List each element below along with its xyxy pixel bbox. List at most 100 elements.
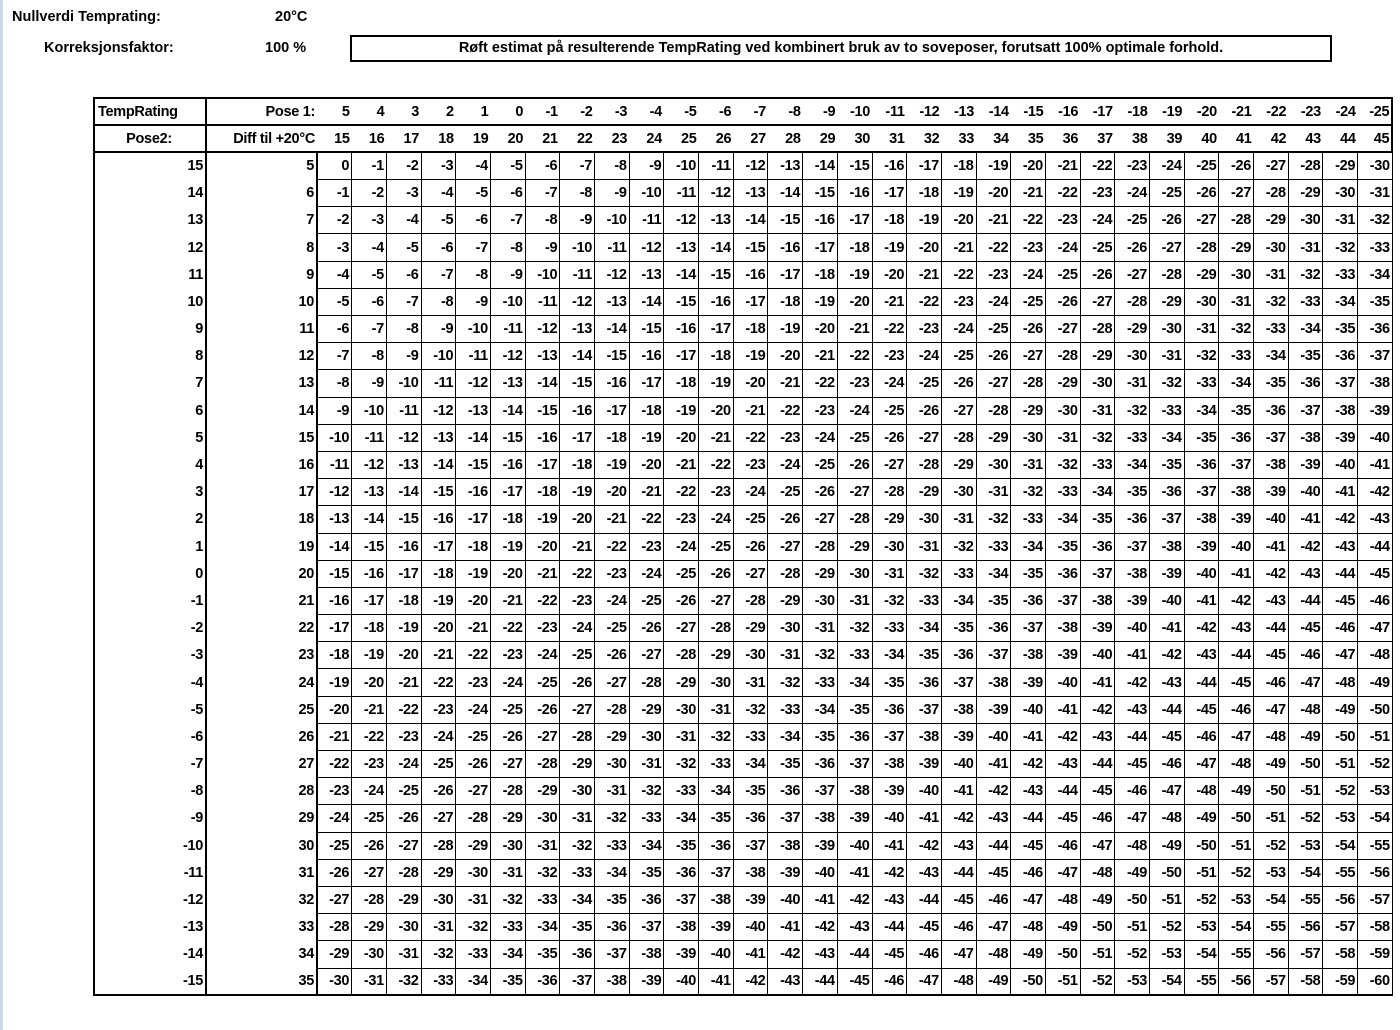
result-cell[interactable]: -29 <box>1079 342 1116 371</box>
result-cell[interactable]: -43 <box>1044 749 1081 779</box>
result-cell[interactable]: -29 <box>351 913 387 942</box>
result-cell[interactable]: -26 <box>351 831 387 860</box>
pose1-header-cell[interactable]: -18 <box>1114 96 1150 127</box>
result-cell[interactable]: -27 <box>1010 342 1046 371</box>
result-cell[interactable]: -21 <box>559 532 595 561</box>
result-cell[interactable]: -20 <box>767 342 804 371</box>
result-cell[interactable]: -52 <box>1322 777 1359 806</box>
pose1-header-cell[interactable]: -16 <box>1045 96 1081 127</box>
result-cell[interactable]: -49 <box>1149 831 1185 860</box>
result-cell[interactable]: -18 <box>385 586 422 616</box>
result-cell[interactable]: -32 <box>1253 287 1289 317</box>
result-cell[interactable]: -42 <box>906 831 942 860</box>
result-cell[interactable]: -15 <box>698 260 734 289</box>
result-cell[interactable]: -46 <box>906 940 942 969</box>
result-cell[interactable]: -37 <box>1218 450 1255 480</box>
result-cell[interactable]: -48 <box>1218 749 1255 779</box>
result-cell[interactable]: -40 <box>906 777 942 806</box>
result-cell[interactable]: -24 <box>732 478 769 507</box>
result-cell[interactable]: -46 <box>940 913 977 942</box>
pose2-value-cell[interactable]: -5 <box>93 696 207 724</box>
result-cell[interactable]: -35 <box>732 777 769 806</box>
result-cell[interactable]: -31 <box>351 967 387 997</box>
pose2-value-cell[interactable]: 14 <box>93 179 207 207</box>
pose1-header-cell[interactable]: -12 <box>906 96 942 127</box>
result-cell[interactable]: -26 <box>1079 260 1116 289</box>
result-cell[interactable]: -44 <box>1010 804 1046 833</box>
result-cell[interactable]: -28 <box>871 478 908 507</box>
result-cell[interactable]: -33 <box>420 967 457 997</box>
result-cell[interactable]: -32 <box>1079 423 1116 452</box>
result-cell[interactable]: -37 <box>871 722 908 752</box>
result-cell[interactable]: -17 <box>732 287 769 317</box>
result-cell[interactable]: -25 <box>455 722 491 752</box>
result-cell[interactable]: -47 <box>1253 695 1289 724</box>
result-cell[interactable]: -15 <box>420 478 457 507</box>
result-cell[interactable]: -29 <box>489 804 526 833</box>
result-cell[interactable]: -30 <box>871 532 908 561</box>
pose2-value-cell[interactable]: 9 <box>93 315 207 343</box>
result-cell[interactable]: -36 <box>767 777 804 806</box>
result-cell[interactable]: -19 <box>836 260 873 289</box>
result-cell[interactable]: -36 <box>1322 342 1359 371</box>
result-cell[interactable]: -38 <box>802 804 838 833</box>
result-cell[interactable]: -2 <box>316 206 353 235</box>
result-cell[interactable]: -10 <box>559 233 595 262</box>
result-cell[interactable]: -26 <box>1010 314 1046 344</box>
result-cell[interactable]: -34 <box>594 858 630 887</box>
pose2-value-cell[interactable]: 0 <box>93 560 207 588</box>
result-cell[interactable]: -36 <box>1114 505 1150 534</box>
result-cell[interactable]: -39 <box>1044 641 1081 670</box>
result-cell[interactable]: -19 <box>732 342 769 371</box>
result-cell[interactable]: -17 <box>385 559 422 588</box>
result-cell[interactable]: -11 <box>385 396 422 425</box>
pose1-header-cell[interactable]: -22 <box>1253 96 1289 127</box>
result-cell[interactable]: -33 <box>455 940 491 969</box>
result-cell[interactable]: -51 <box>1357 722 1393 752</box>
result-cell[interactable]: -54 <box>1149 967 1185 997</box>
result-cell[interactable]: -28 <box>1114 287 1150 317</box>
result-cell[interactable]: -40 <box>836 831 873 860</box>
result-cell[interactable]: -36 <box>594 913 630 942</box>
result-cell[interactable]: -23 <box>316 777 353 806</box>
result-cell[interactable]: -32 <box>559 831 595 860</box>
result-cell[interactable]: -17 <box>594 396 630 425</box>
result-cell[interactable]: -34 <box>455 967 491 997</box>
result-cell[interactable]: -24 <box>594 586 630 616</box>
result-cell[interactable]: -16 <box>767 233 804 262</box>
result-cell[interactable]: -11 <box>489 314 526 344</box>
result-cell[interactable]: -26 <box>420 777 457 806</box>
result-cell[interactable]: -9 <box>420 314 457 344</box>
pose1-header-cell[interactable]: 5 <box>317 96 352 127</box>
result-cell[interactable]: -24 <box>385 749 422 779</box>
result-cell[interactable]: -28 <box>628 668 665 697</box>
result-cell[interactable]: -37 <box>559 967 595 997</box>
result-cell[interactable]: -43 <box>1287 559 1324 588</box>
result-cell[interactable]: -7 <box>455 233 491 262</box>
result-cell[interactable]: -58 <box>1322 940 1359 969</box>
result-cell[interactable]: -46 <box>1010 858 1046 887</box>
result-cell[interactable]: -39 <box>767 858 804 887</box>
result-cell[interactable]: -12 <box>524 314 561 344</box>
result-cell[interactable]: -7 <box>351 314 387 344</box>
result-cell[interactable]: -29 <box>1149 287 1185 317</box>
result-cell[interactable]: -33 <box>559 858 595 887</box>
result-cell[interactable]: -22 <box>940 260 977 289</box>
result-cell[interactable]: -31 <box>836 586 873 616</box>
result-cell[interactable]: -18 <box>802 260 838 289</box>
pose1-header-cell[interactable]: 4 <box>351 96 387 127</box>
pose1-header-cell[interactable]: -23 <box>1288 96 1323 127</box>
result-cell[interactable]: -33 <box>1149 396 1185 425</box>
result-cell[interactable]: -55 <box>1357 831 1393 860</box>
result-cell[interactable]: -42 <box>1287 532 1324 561</box>
pose1-header-cell[interactable]: 3 <box>386 96 422 127</box>
result-cell[interactable]: -42 <box>1218 586 1255 616</box>
result-cell[interactable]: -9 <box>524 233 561 262</box>
result-cell[interactable]: -38 <box>906 722 942 752</box>
pose2-value-cell[interactable]: -4 <box>93 668 207 697</box>
result-cell[interactable]: -35 <box>1079 505 1116 534</box>
result-cell[interactable]: -43 <box>1079 722 1116 752</box>
result-cell[interactable]: -29 <box>524 777 561 806</box>
result-cell[interactable]: -44 <box>1183 668 1220 697</box>
result-cell[interactable]: -38 <box>1010 641 1046 670</box>
